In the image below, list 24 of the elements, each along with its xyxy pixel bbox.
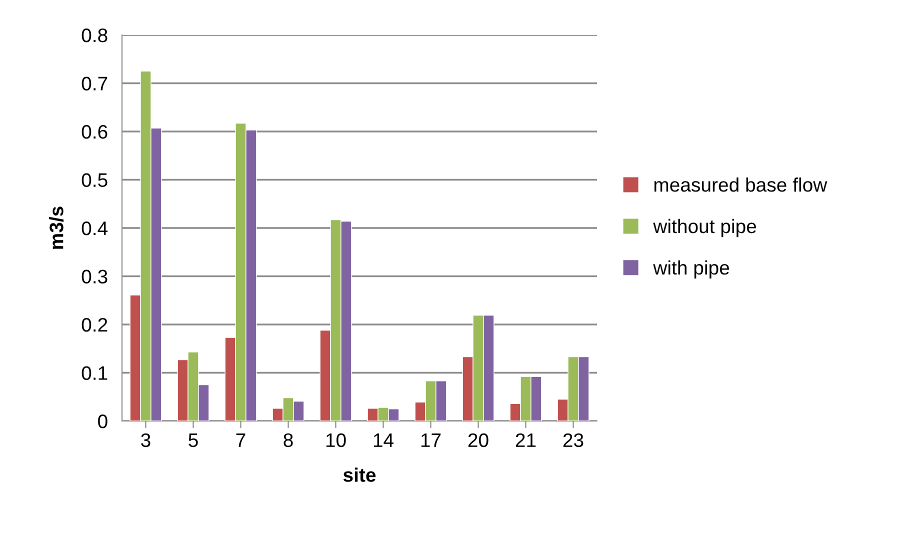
x-tick-label: 3 — [141, 433, 150, 448]
y-tick-label: 0.3 — [82, 270, 108, 284]
x-axis-title: site — [343, 468, 376, 482]
legend-label: measured base flow — [654, 177, 828, 192]
x-tick-label: 20 — [468, 433, 488, 448]
x-tick-label: 17 — [421, 434, 441, 447]
x-tick-label: 23 — [563, 433, 584, 448]
y-tick-label: 0.1 — [82, 366, 108, 380]
x-tick-label: 10 — [326, 433, 346, 448]
y-tick-label: 0.2 — [82, 318, 108, 332]
y-tick-label: 0.7 — [82, 76, 108, 90]
y-tick-label: 0 — [98, 414, 108, 428]
y-tick-label: 0.4 — [82, 221, 108, 236]
x-tick-label: 7 — [236, 434, 246, 447]
legend-label: with pipe — [653, 260, 730, 279]
x-tick-label: 14 — [374, 434, 394, 447]
y-tick-label: 0.5 — [82, 173, 108, 187]
legend-label: without pipe — [653, 218, 756, 238]
y-axis-title: m3/s — [49, 206, 64, 249]
x-tick-label: 5 — [188, 434, 198, 448]
y-tick-label: 0.8 — [82, 28, 108, 42]
x-tick-label: 8 — [284, 433, 293, 448]
x-tick-label: 21 — [516, 433, 536, 447]
y-tick-label: 0.6 — [82, 124, 108, 139]
